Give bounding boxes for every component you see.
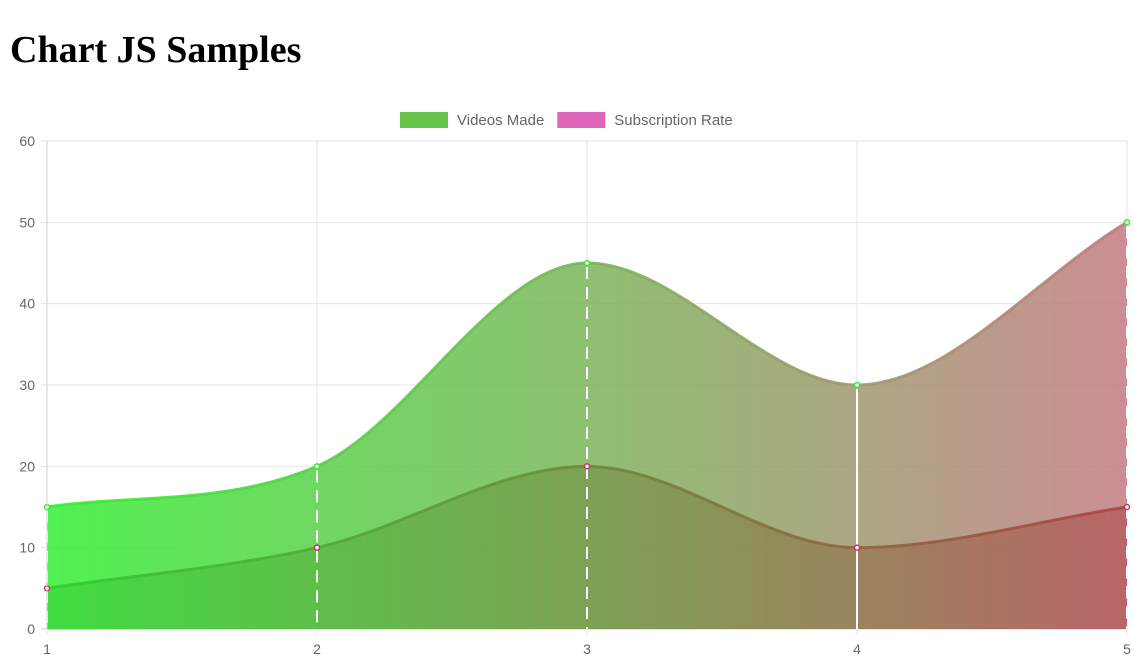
y-tick-label: 40 <box>19 296 35 312</box>
data-point[interactable] <box>583 259 591 267</box>
axes: 0 10 20 30 40 50 60 1 2 3 4 5 <box>19 133 1131 657</box>
y-tick-label: 50 <box>19 214 35 230</box>
x-tick-label: 2 <box>313 641 321 657</box>
page-title: Chart JS Samples <box>10 29 302 71</box>
x-tick-label: 1 <box>43 641 51 657</box>
y-tick-label: 0 <box>27 621 35 637</box>
data-point[interactable] <box>853 544 861 551</box>
data-point[interactable] <box>853 381 861 389</box>
x-tick-label: 3 <box>583 641 591 657</box>
x-tick-label: 4 <box>853 641 861 657</box>
legend-swatch[interactable] <box>400 112 448 128</box>
x-tick-label: 5 <box>1123 641 1131 657</box>
data-point[interactable] <box>313 463 321 470</box>
y-tick-label: 20 <box>19 458 35 474</box>
legend[interactable]: Videos Made Subscription Rate <box>400 112 733 129</box>
legend-label[interactable]: Subscription Rate <box>614 112 732 129</box>
data-point[interactable] <box>1123 503 1131 511</box>
y-tick-label: 30 <box>19 377 35 393</box>
data-point[interactable] <box>1123 219 1131 226</box>
legend-swatch[interactable] <box>557 112 606 128</box>
y-tick-label: 10 <box>19 540 35 556</box>
drop-lines <box>46 226 1128 629</box>
data-point[interactable] <box>313 544 321 551</box>
data-point[interactable] <box>583 463 591 470</box>
legend-label[interactable]: Videos Made <box>457 112 544 129</box>
y-tick-label: 60 <box>19 133 35 149</box>
